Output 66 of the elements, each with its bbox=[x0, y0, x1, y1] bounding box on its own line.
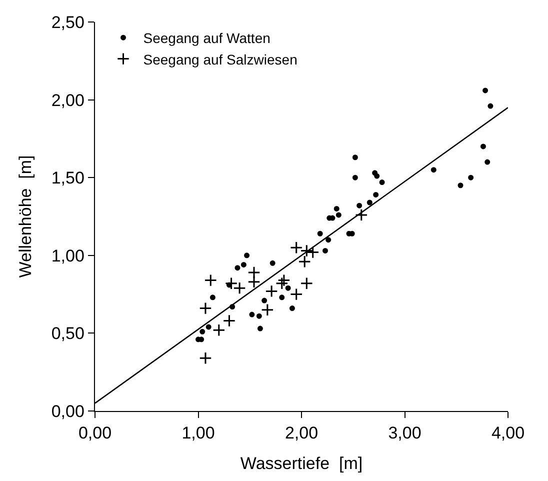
point bbox=[278, 274, 290, 287]
point bbox=[317, 230, 323, 236]
point bbox=[261, 304, 274, 316]
point bbox=[336, 212, 342, 218]
point bbox=[248, 276, 260, 288]
point bbox=[234, 265, 240, 271]
point bbox=[300, 244, 314, 258]
x-tick-label: 0,00 bbox=[78, 424, 112, 443]
point bbox=[352, 154, 358, 160]
y-tick-label: 1,00 bbox=[51, 246, 84, 266]
point bbox=[256, 313, 262, 319]
point bbox=[322, 248, 328, 254]
point bbox=[289, 306, 295, 312]
point bbox=[300, 277, 314, 290]
y-tick-label: 2,00 bbox=[51, 90, 84, 110]
y-tick-label: 0,50 bbox=[51, 324, 84, 344]
point bbox=[210, 294, 216, 300]
point bbox=[262, 298, 268, 304]
legend-label: Seegang auf Salzwiesen bbox=[143, 51, 298, 68]
point bbox=[488, 103, 494, 109]
point bbox=[458, 182, 464, 188]
y-tick-label: 0,00 bbox=[51, 402, 84, 421]
point bbox=[204, 274, 217, 287]
x-tick-label: 1,00 bbox=[182, 424, 215, 443]
x-axis-title: Wassertiefe [m] bbox=[240, 454, 363, 473]
point bbox=[270, 260, 276, 266]
point bbox=[199, 302, 212, 315]
y-tick-label: 2,50 bbox=[51, 12, 84, 32]
point bbox=[468, 174, 474, 180]
point bbox=[373, 192, 379, 198]
point bbox=[244, 252, 250, 258]
point bbox=[206, 324, 212, 330]
legend-label: Seegang auf Watten bbox=[143, 30, 270, 46]
x-tick-label: 4,00 bbox=[491, 424, 525, 443]
point bbox=[298, 255, 311, 268]
point bbox=[430, 167, 436, 173]
point bbox=[379, 180, 385, 186]
point bbox=[279, 294, 285, 300]
point bbox=[276, 277, 288, 290]
point bbox=[222, 314, 236, 328]
point bbox=[212, 324, 226, 336]
point bbox=[306, 246, 320, 259]
point bbox=[285, 285, 291, 291]
y-axis-title: Wellenhöhe [m] bbox=[16, 155, 35, 278]
point bbox=[374, 173, 380, 179]
point bbox=[257, 326, 263, 332]
point bbox=[290, 241, 303, 254]
point bbox=[249, 312, 255, 318]
point bbox=[248, 266, 260, 279]
point bbox=[326, 237, 332, 243]
point bbox=[240, 262, 246, 268]
point bbox=[482, 88, 488, 94]
x-tick-label: 3,00 bbox=[388, 424, 422, 443]
x-tick-label: 2,00 bbox=[284, 424, 318, 443]
point bbox=[355, 208, 368, 222]
point bbox=[334, 206, 340, 212]
point bbox=[200, 328, 206, 334]
y-tick-label: 1,50 bbox=[51, 168, 84, 188]
point bbox=[484, 159, 490, 165]
point bbox=[366, 200, 372, 206]
point bbox=[352, 174, 358, 180]
point bbox=[356, 202, 362, 208]
point bbox=[290, 288, 303, 301]
point bbox=[480, 144, 486, 150]
point bbox=[199, 352, 212, 364]
point bbox=[265, 284, 278, 298]
